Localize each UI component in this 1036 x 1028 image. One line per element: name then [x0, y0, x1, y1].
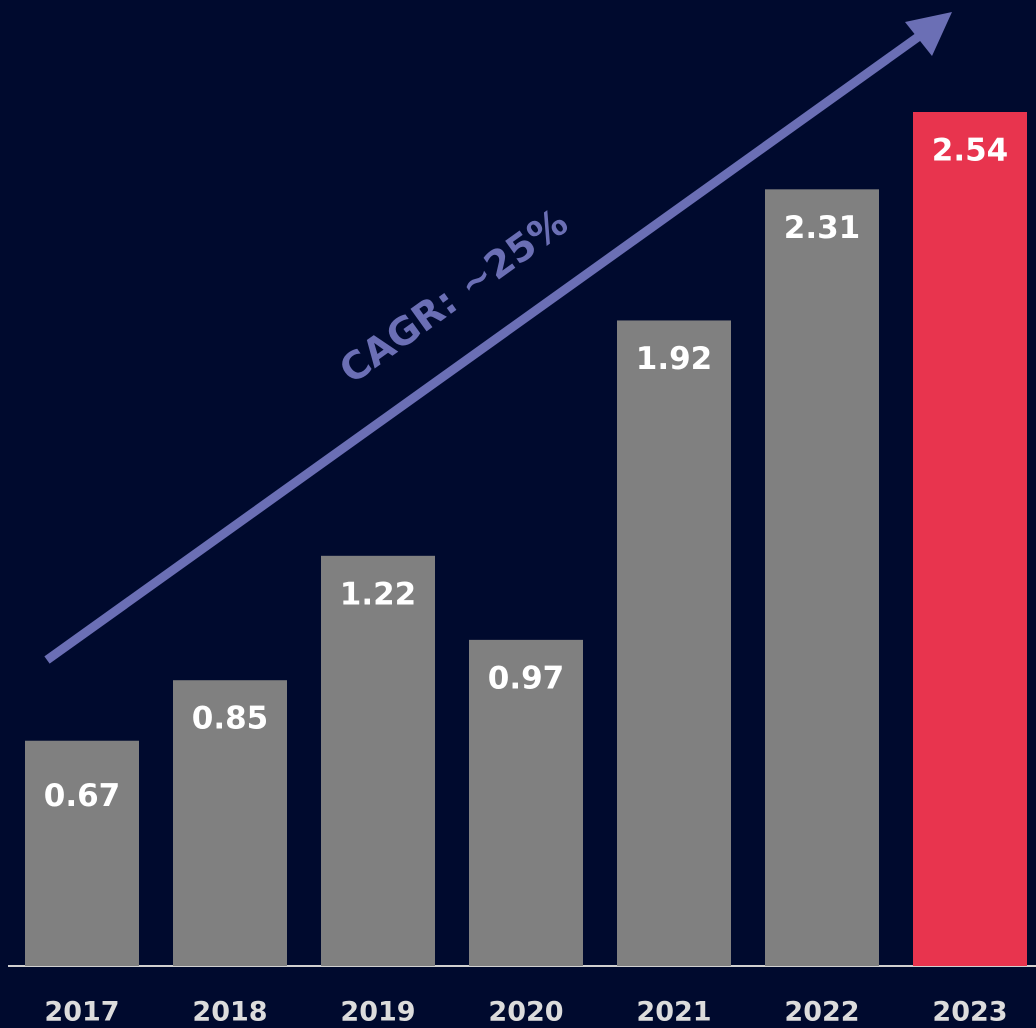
x-tick-label: 2020 — [488, 997, 563, 1028]
bar — [25, 740, 139, 966]
value-label: 0.67 — [44, 778, 121, 814]
value-label: 1.92 — [636, 341, 713, 377]
value-label: 2.54 — [932, 133, 1009, 169]
trend-arrow — [44, 28, 928, 664]
value-label: 0.85 — [192, 701, 269, 737]
x-tick-label: 2022 — [784, 997, 859, 1028]
arrow-head — [905, 12, 952, 56]
bar — [913, 112, 1027, 966]
value-label: 2.31 — [784, 210, 861, 246]
x-tick-label: 2017 — [44, 997, 119, 1028]
x-tick-label: 2018 — [192, 997, 267, 1028]
bar — [469, 639, 583, 966]
value-label: 1.22 — [340, 576, 417, 612]
bar — [321, 555, 435, 966]
bar — [765, 189, 879, 967]
bar — [173, 680, 287, 966]
x-tick-label: 2019 — [340, 997, 415, 1028]
x-tick-label: 2023 — [932, 997, 1007, 1028]
bar — [617, 320, 731, 967]
value-label: 0.97 — [488, 660, 565, 696]
x-tick-label: 2021 — [636, 997, 711, 1028]
